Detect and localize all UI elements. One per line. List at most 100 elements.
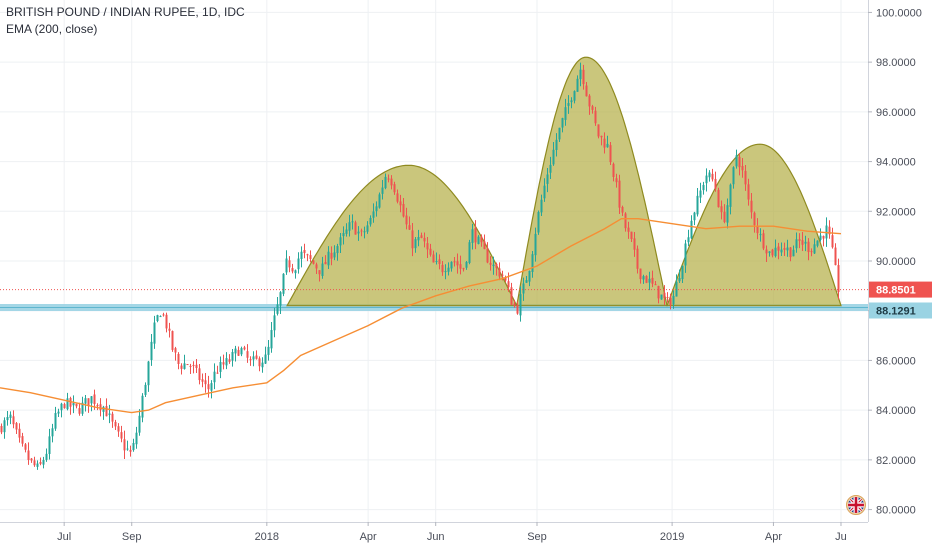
candle-body — [279, 292, 282, 306]
candle-body — [621, 206, 624, 213]
time-axis[interactable]: Jul Sep 2018 Apr Jun Sep 2019 Apr Ju — [0, 522, 868, 543]
candle-body — [51, 428, 54, 437]
candle-body — [138, 415, 141, 433]
candle-body — [33, 460, 36, 466]
candle-body — [747, 184, 750, 200]
price-tick-label: 90.0000 — [876, 256, 916, 268]
candle-body — [27, 450, 30, 460]
uk-flag-icon[interactable] — [846, 495, 866, 515]
candle-body — [795, 239, 798, 249]
candle-body — [267, 346, 270, 355]
candle-body — [831, 235, 834, 248]
candle-body — [249, 359, 252, 361]
price-badges: 88.8501 88.1291 — [869, 281, 932, 319]
candle-body — [579, 69, 582, 80]
candle-body — [600, 135, 603, 138]
candle-body — [189, 365, 192, 367]
candle-body — [540, 199, 543, 213]
candle-body — [18, 428, 21, 438]
candle-body — [252, 356, 255, 360]
candle-body — [159, 316, 162, 318]
candle-body — [87, 398, 90, 405]
candle-body — [768, 251, 771, 253]
candle-body — [171, 331, 174, 350]
candle-body — [204, 380, 207, 385]
candle-body — [132, 442, 135, 451]
candle-body — [483, 241, 486, 250]
candle-body — [423, 237, 426, 242]
candle-body — [501, 274, 504, 276]
candles — [0, 62, 840, 470]
candle-body — [663, 292, 666, 298]
last-price-badge — [869, 281, 932, 298]
candle-body — [117, 426, 120, 432]
candle-body — [636, 248, 639, 269]
candle-body — [84, 398, 87, 404]
candle-body — [543, 185, 546, 199]
candle-body — [141, 395, 144, 418]
candle-body — [696, 195, 699, 215]
candle-body — [435, 261, 438, 263]
chart-legend: BRITISH POUND / INDIAN RUPEE, 1D, IDC EM… — [6, 4, 245, 38]
candle-body — [321, 263, 324, 276]
candle-body — [528, 270, 531, 282]
candle-body — [729, 184, 732, 207]
candle-body — [564, 107, 567, 120]
candle-body — [513, 303, 516, 306]
candle-body — [498, 268, 501, 277]
candle-body — [708, 172, 711, 178]
candle-body — [630, 231, 633, 240]
candle-body — [3, 420, 6, 433]
candle-body — [156, 315, 159, 322]
candle-body — [39, 461, 42, 464]
candle-body — [153, 322, 156, 344]
candle-body — [684, 243, 687, 266]
price-tick-label: 100.0000 — [876, 7, 922, 19]
last-price-badge-text: 88.8501 — [876, 285, 916, 297]
candle-body — [738, 156, 741, 168]
candle-body — [420, 235, 423, 238]
indicator-title[interactable]: EMA (200, close) — [6, 22, 98, 36]
candle-body — [393, 184, 396, 193]
candle-body — [804, 241, 807, 244]
candle-body — [801, 240, 804, 245]
candle-body — [594, 110, 597, 124]
candle-body — [519, 294, 522, 316]
candle-body — [54, 413, 57, 429]
candle-body — [78, 408, 81, 414]
candle-body — [219, 362, 222, 372]
price-tick-label: 96.0000 — [876, 107, 916, 119]
candle-body — [510, 287, 513, 305]
symbol-title[interactable]: BRITISH POUND / INDIAN RUPEE, 1D, IDC — [6, 5, 245, 19]
ema-line — [0, 218, 842, 414]
candle-body — [756, 225, 759, 234]
candle-body — [375, 206, 378, 212]
candle-body — [624, 213, 627, 229]
candle-body — [459, 264, 462, 269]
candle-body — [405, 215, 408, 225]
candle-body — [111, 413, 114, 422]
candle-body — [570, 100, 573, 103]
candle-body — [489, 262, 492, 265]
candle-body — [387, 178, 390, 180]
candle-body — [582, 69, 585, 85]
candle-body — [750, 200, 753, 213]
candle-body — [657, 285, 660, 299]
candle-body — [180, 365, 183, 369]
candle-body — [114, 421, 117, 427]
pattern-arc-2 — [515, 56, 668, 307]
price-axis[interactable]: 80.000082.000084.000086.000088.000090.00… — [868, 0, 932, 550]
candle-body — [792, 249, 795, 257]
candle-body — [9, 414, 12, 418]
candle-body — [558, 127, 561, 140]
candle-body — [108, 413, 111, 415]
candle-body — [711, 173, 714, 180]
candle-body — [30, 458, 33, 461]
candle-body — [96, 405, 99, 407]
candle-body — [576, 78, 579, 92]
candle-body — [690, 220, 693, 239]
candle-body — [744, 170, 747, 185]
candle-body — [15, 423, 18, 430]
